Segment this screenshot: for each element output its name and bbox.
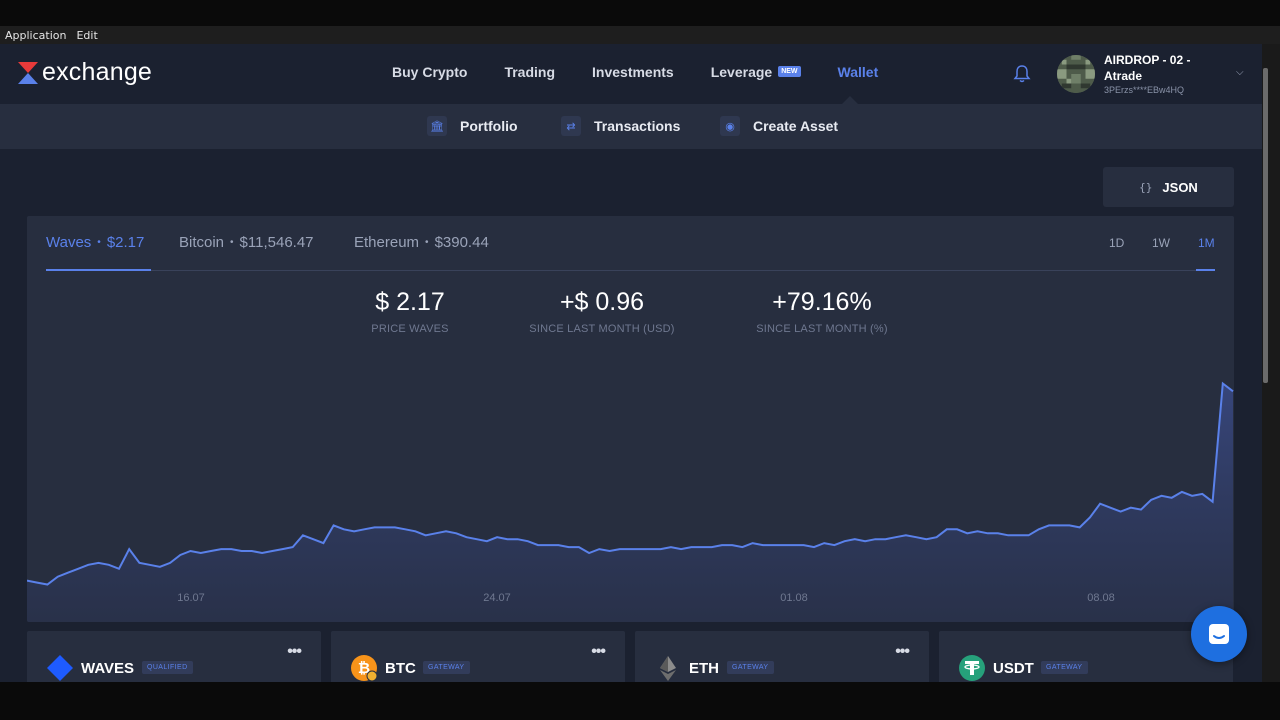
json-button-label: JSON <box>1162 179 1198 195</box>
asset-card-waves[interactable]: WAVES QUALIFIED ••• <box>27 631 321 682</box>
asset-tabs: Waves • $2.17 Bitcoin • $11,546.47 Ethereum •… <box>27 216 1234 270</box>
stat-change-pct-label: SINCE LAST MONTH (%) <box>756 323 888 335</box>
avatar[interactable] <box>1057 55 1095 93</box>
menu-application[interactable]: Application <box>5 28 67 42</box>
tab-waves[interactable]: Waves • $2.17 <box>46 234 144 251</box>
bank-icon: 🏛 <box>427 116 447 136</box>
wallet-subnav: 🏛 Portfolio ⇄ Transactions ◉ Create Asse… <box>0 104 1262 149</box>
price-chart: 16.07 24.07 01.08 08.08 <box>27 381 1234 622</box>
transfer-arrows-icon: ⇄ <box>561 116 581 136</box>
asset-badge: GATEWAY <box>1041 661 1088 674</box>
asset-ticker: USDT <box>993 660 1034 677</box>
x-tick-label: 08.08 <box>1087 592 1115 604</box>
stat-change-pct-value: +79.16% <box>772 288 872 316</box>
subnav-portfolio-label: Portfolio <box>460 118 518 134</box>
support-chat-button[interactable] <box>1191 606 1247 662</box>
logo[interactable]: exchange <box>18 58 152 87</box>
header: exchange Buy Crypto Trading Investments … <box>0 44 1262 104</box>
active-nav-caret <box>842 96 858 104</box>
asset-badge: GATEWAY <box>423 661 470 674</box>
nav-leverage[interactable]: Leverage NEW <box>711 64 801 80</box>
asset-ticker: ETH <box>689 660 719 677</box>
account-address: 3PErzs****EBw4HQ <box>1104 85 1185 95</box>
subnav-transactions-label: Transactions <box>594 118 681 134</box>
avatar-pattern-icon <box>1057 55 1095 93</box>
asset-card-eth[interactable]: ETH GATEWAY ••• <box>635 631 929 682</box>
nav-trading[interactable]: Trading <box>504 64 556 80</box>
tab-bitcoin-name: Bitcoin <box>179 234 225 251</box>
price-chart-card: 16.07 24.07 01.08 08.08 Waves • $2.17 Bitcoin… <box>27 216 1234 622</box>
tab-waves-name: Waves <box>46 234 92 251</box>
menu-bar: Application Edit <box>0 26 1280 44</box>
subnav-create-asset[interactable]: ◉ Create Asset <box>720 116 838 136</box>
active-tab-underline <box>46 269 151 271</box>
tab-ethereum-price: $390.44 <box>434 234 489 251</box>
subnav-transactions[interactable]: ⇄ Transactions <box>561 116 680 136</box>
tab-ethereum[interactable]: Ethereum • $390.44 <box>354 234 489 251</box>
app-window: exchange Buy Crypto Trading Investments … <box>0 44 1262 682</box>
bell-icon[interactable] <box>1012 64 1032 84</box>
period-1d[interactable]: 1D <box>1109 236 1125 250</box>
x-tick-label: 24.07 <box>483 592 511 604</box>
chat-icon <box>1209 624 1229 644</box>
asset-ticker: WAVES <box>81 660 135 677</box>
more-options-icon[interactable]: ••• <box>591 643 606 660</box>
main-nav: Buy Crypto Trading Investments Leverage N… <box>392 64 915 80</box>
menu-edit[interactable]: Edit <box>76 28 98 42</box>
more-options-icon[interactable]: ••• <box>895 643 910 660</box>
stat-change-pct: +79.16% SINCE LAST MONTH (%) <box>747 288 897 335</box>
active-period-underline <box>1196 269 1215 271</box>
tab-dot: • <box>230 237 234 248</box>
x-tick-label: 16.07 <box>177 592 205 604</box>
more-options-icon[interactable]: ••• <box>287 643 302 660</box>
scrollbar-thumb[interactable] <box>1263 68 1268 383</box>
subnav-create-asset-label: Create Asset <box>753 118 839 134</box>
nav-investments[interactable]: Investments <box>592 64 674 80</box>
price-area-fill <box>27 383 1233 622</box>
asset-badge: QUALIFIED <box>142 661 193 674</box>
bottom-bar <box>0 682 1280 720</box>
logo-mark-icon <box>18 61 38 84</box>
target-icon: ◉ <box>720 116 740 136</box>
stat-price-value: $ 2.17 <box>375 288 445 316</box>
top-bar <box>0 0 1280 26</box>
nav-buy-crypto[interactable]: Buy Crypto <box>392 64 468 80</box>
account-name[interactable]: AIRDROP - 02 - Atrade <box>1104 53 1191 83</box>
nav-leverage-label: Leverage <box>710 64 773 80</box>
stat-price-label: PRICE WAVES <box>371 323 449 335</box>
stat-change-usd-label: SINCE LAST MONTH (USD) <box>529 323 675 335</box>
tab-dot: • <box>425 237 429 248</box>
json-button[interactable]: {} JSON <box>1103 167 1234 207</box>
ethereum-icon <box>660 656 676 681</box>
period-1w[interactable]: 1W <box>1152 236 1170 250</box>
braces-icon: {} <box>1139 180 1153 194</box>
price-line <box>27 381 1234 586</box>
logo-text: exchange <box>42 58 153 86</box>
asset-ticker: BTC <box>385 660 416 677</box>
tab-bitcoin-price: $11,546.47 <box>239 234 314 251</box>
chevron-down-icon[interactable]: ⌵ <box>1236 67 1244 78</box>
tab-dot: • <box>97 237 101 248</box>
new-badge: NEW <box>778 65 801 77</box>
x-tick-label: 01.08 <box>780 592 808 604</box>
tab-divider <box>46 270 1215 271</box>
stat-change-usd-value: +$ 0.96 <box>559 288 645 316</box>
subnav-portfolio[interactable]: 🏛 Portfolio <box>427 116 518 136</box>
stat-price: $ 2.17 PRICE WAVES <box>360 288 460 335</box>
nav-wallet[interactable]: Wallet <box>837 64 879 80</box>
tab-waves-price: $2.17 <box>106 234 145 251</box>
tab-bitcoin[interactable]: Bitcoin • $11,546.47 <box>179 234 314 251</box>
waves-diamond-icon <box>47 655 73 681</box>
asset-card-usdt[interactable]: USDT GATEWAY ••• <box>939 631 1233 682</box>
bitcoin-icon: ₿ <box>351 655 378 682</box>
svg-text:₿: ₿ <box>358 660 370 677</box>
tab-ethereum-name: Ethereum <box>354 234 420 251</box>
tether-icon <box>959 655 985 681</box>
stat-change-usd: +$ 0.96 SINCE LAST MONTH (USD) <box>520 288 684 335</box>
asset-card-btc[interactable]: ₿ BTC GATEWAY ••• <box>331 631 625 682</box>
asset-badge: GATEWAY <box>727 661 774 674</box>
period-1m[interactable]: 1M <box>1198 236 1215 250</box>
